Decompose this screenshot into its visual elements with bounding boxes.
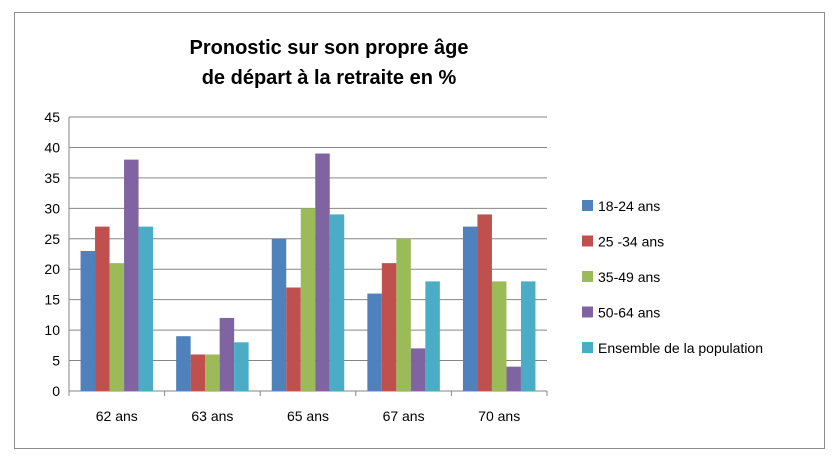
bar (286, 287, 301, 391)
bar (80, 250, 96, 391)
bar (176, 336, 191, 391)
bar (520, 281, 536, 391)
y-tick-labels: 0 5 10 15 20 25 30 35 40 45 (44, 109, 60, 399)
bar-chart: Pronostic sur son propre âge de départ à… (44, 37, 763, 424)
bar (138, 226, 154, 391)
chart-title-line-2: de départ à la retraite en % (202, 67, 457, 89)
y-tick-label: 35 (44, 170, 60, 186)
legend-label: 35-49 ans (598, 269, 660, 285)
y-tick-label: 40 (44, 139, 60, 155)
legend: 18-24 ans 25 -34 ans 35-49 ans 50-64 ans Ens… (582, 198, 763, 356)
y-tick-label: 25 (44, 231, 60, 247)
legend-label: 25 -34 ans (598, 234, 664, 250)
y-tick-label: 20 (44, 261, 60, 277)
legend-swatch (582, 200, 593, 211)
bar (95, 226, 110, 391)
legend-swatch (582, 271, 593, 282)
bar (234, 342, 249, 391)
bar (396, 238, 411, 391)
bar (462, 226, 478, 391)
legend-swatch (582, 306, 593, 318)
y-tick-label: 0 (52, 383, 60, 399)
bar (124, 159, 139, 391)
bar (190, 354, 206, 391)
bar (315, 153, 330, 391)
bar (410, 348, 426, 391)
x-tick-label: 63 ans (191, 408, 233, 424)
bar (300, 208, 316, 391)
x-tick-label: 70 ans (478, 408, 520, 424)
x-tick-label: 67 ans (383, 408, 425, 424)
y-tick-label: 5 (52, 353, 60, 369)
bar (271, 238, 287, 391)
bar (491, 281, 507, 391)
bar (506, 366, 521, 391)
legend-label: 50-64 ans (598, 305, 660, 321)
x-tick-label: 62 ans (96, 408, 138, 424)
bar (367, 293, 382, 391)
chart-frame: Pronostic sur son propre âge de départ à… (14, 12, 825, 449)
legend-label: 18-24 ans (598, 198, 660, 214)
legend-swatch (582, 235, 593, 247)
y-tick-label: 30 (44, 200, 60, 216)
bar (205, 354, 220, 391)
x-tick-labels: 62 ans 63 ans 65 ans 67 ans 70 ans (96, 408, 520, 424)
legend-label: Ensemble de la population (598, 340, 763, 356)
bar (381, 263, 397, 391)
x-tick-label: 65 ans (287, 408, 329, 424)
bar (329, 214, 345, 391)
bars (80, 153, 536, 391)
y-tick-label: 45 (44, 109, 60, 125)
legend-swatch (582, 342, 593, 353)
bar (219, 317, 235, 391)
bar (425, 281, 440, 391)
bar (109, 263, 125, 391)
y-tick-label: 10 (44, 322, 60, 338)
bar (477, 214, 492, 391)
chart-title-line-1: Pronostic sur son propre âge (190, 37, 469, 59)
y-tick-label: 15 (44, 292, 60, 308)
